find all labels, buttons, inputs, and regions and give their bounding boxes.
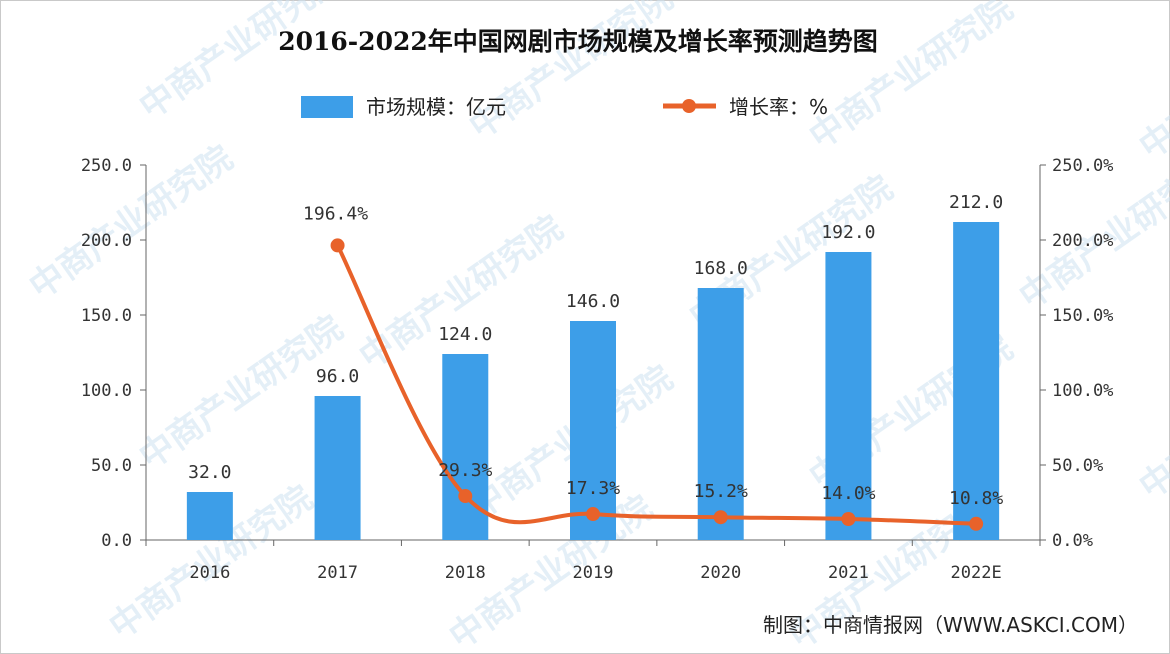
bar-value-label: 96.0 [316,366,359,387]
line-value-label: 14.0% [821,483,875,504]
y-left-tick-label: 100.0 [81,381,132,401]
x-tick-label: 2018 [445,563,486,583]
line-series [330,238,984,531]
y-right-tick-label: 150.0% [1052,306,1113,326]
bar-value-label: 212.0 [949,192,1003,213]
bar [186,492,233,540]
legend-line-marker [682,99,696,113]
legend-label-line: 增长率：% [729,95,828,119]
watermark-text: 中商产业研究院 [802,0,1020,157]
y-left-tick-label: 150.0 [81,306,132,326]
legend: 市场规模：亿元 增长率：% [301,95,828,119]
line-value-label: 196.4% [303,203,368,224]
line-value-label: 10.8% [949,488,1003,509]
bar-value-label: 124.0 [438,324,492,345]
bar-value-label: 168.0 [694,258,748,279]
bar [953,222,1000,540]
line-point [841,512,856,526]
watermark-text: 中商产业研究院 [1132,0,1170,167]
line-value-label: 29.3% [438,460,492,481]
watermark-text: 中商产业研究院 [462,0,680,147]
x-tick-label: 2019 [573,563,614,583]
axes: 0.0 50.0 100.0 150.0 200.0 250.0 0.0% 50.0% 100.… [81,156,1114,583]
y-right-tick-label: 0.0% [1052,531,1093,551]
bar-value-label: 146.0 [566,291,620,312]
bar-value-label: 32.0 [188,462,231,483]
x-tick-label: 2016 [189,563,230,583]
chart-title: 2016-2022年中国网剧市场规模及增长率预测趋势图 [278,27,878,56]
y-right-tick-label: 250.0% [1052,156,1113,176]
y-right-tick-label: 50.0% [1052,456,1103,476]
line-point [713,510,728,525]
line-value-label: 17.3% [566,478,620,499]
bar [697,288,744,540]
y-right-tick-label: 100.0% [1052,381,1113,401]
watermark-text: 中商产业研究院 [1132,338,1170,507]
legend-label-bars: 市场规模：亿元 [366,95,506,119]
x-tick-label: 2020 [700,563,741,583]
y-left-tick-label: 0.0 [101,531,132,551]
bar [314,396,361,540]
y-left-tick-label: 200.0 [81,231,132,251]
y-left-tick-label: 250.0 [81,156,132,176]
bar [570,321,616,540]
line-value-label: 15.2% [694,481,748,502]
x-tick-label: 2021 [828,563,869,583]
line-point [330,238,345,253]
y-right-tick-label: 200.0% [1052,231,1113,251]
x-tick-label: 2022E [951,563,1002,583]
line-point [969,516,984,531]
bar [825,252,872,540]
source-credit: 制图：中商情报网（WWW.ASKCI.COM） [763,613,1138,637]
line-point [458,489,473,504]
x-tick-label: 2017 [317,563,358,583]
legend-bar-swatch [301,96,353,118]
data-labels: 32.0 96.0 124.0 146.0 168.0 192.0 212.0 196.4% 2… [188,192,1003,509]
bar-value-label: 192.0 [821,222,875,243]
y-left-tick-label: 50.0 [91,456,132,476]
bar-series [186,222,1000,540]
line-point [586,507,600,522]
